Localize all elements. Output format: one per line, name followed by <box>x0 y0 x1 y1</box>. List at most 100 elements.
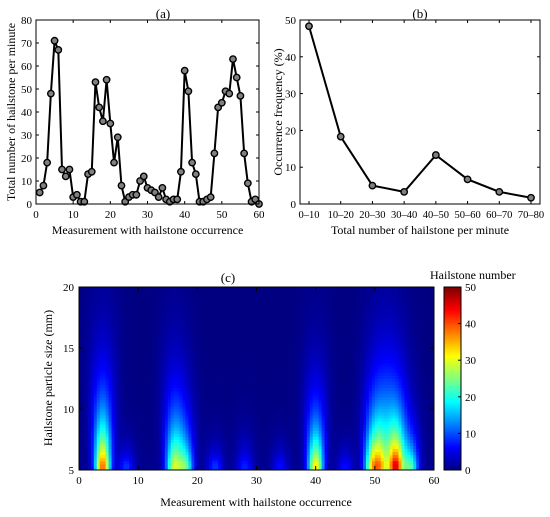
panel-c-heat-cell <box>111 436 115 440</box>
panel-c-heat-cell <box>256 454 260 459</box>
panel-c-heat-cell <box>191 369 195 373</box>
panel-c-heat-cell <box>105 296 109 300</box>
panel-c-heat-cell <box>250 323 254 328</box>
panel-c-heat-cell <box>212 402 216 407</box>
panel-c-heat-cell <box>114 363 118 367</box>
panel-c-heat-cell <box>221 302 225 306</box>
panel-c-heat-cell <box>155 445 160 450</box>
panel-c-heat-cell <box>194 457 198 462</box>
panel-c-heat-cell <box>223 436 228 440</box>
panel-c-heat-cell <box>232 372 237 376</box>
panel-c-heat-cell <box>150 363 154 367</box>
panel-c-heat-cell <box>81 384 86 389</box>
panel-c-heat-cell <box>280 421 284 425</box>
panel-c-heat-cell <box>81 354 86 358</box>
panel-c-heat-cell <box>286 451 290 456</box>
panel-c-heat-cell <box>155 372 160 376</box>
panel-c-heat-cell <box>253 463 257 468</box>
panel-c-heat-cell <box>229 448 234 453</box>
panel-c-heat-cell <box>99 448 104 453</box>
panel-c-heat-cell <box>120 409 124 413</box>
panel-c-heat-cell <box>185 338 189 343</box>
panel-c-heat-cell <box>84 335 89 340</box>
panel-c-heat-cell <box>300 287 305 291</box>
panel-c-heat-cell <box>241 433 246 437</box>
panel-c-heat-cell <box>212 341 216 346</box>
panel-c-heat-cell <box>84 433 89 437</box>
panel-c-heat-cell <box>212 311 216 315</box>
panel-c-heat-cell <box>126 436 130 440</box>
panel-c-heat-cell <box>108 396 112 401</box>
panel-c-heat-cell <box>297 317 302 321</box>
panel-c-heat-cell <box>280 372 284 376</box>
panel-c-heat-cell <box>212 433 216 437</box>
panel-c-heat-cell <box>120 305 124 309</box>
panel-c-heat-cell <box>191 293 195 297</box>
panel-c-heat-cell <box>158 460 163 465</box>
panel-c-heat-cell <box>102 314 107 318</box>
panel-c-heat-cell <box>99 436 104 440</box>
panel-c-heat-cell <box>235 299 240 303</box>
panel-c-heat-cell <box>114 357 118 361</box>
panel-c-heat-cell <box>223 366 228 370</box>
panel-c-heat-cell <box>235 375 240 379</box>
panel-c-heat-cell <box>161 460 166 465</box>
panel-c-heat-cell <box>268 357 272 361</box>
panel-c-heat-cell <box>277 308 281 312</box>
panel-c-heat-cell <box>312 424 317 428</box>
panel-c-heat-cell <box>152 390 157 395</box>
panel-a-point <box>191 170 200 179</box>
panel-c-heat-cell <box>176 314 180 318</box>
panel-c-heat-cell <box>306 329 311 334</box>
panel-c-heat-cell <box>277 427 281 431</box>
panel-c-heat-cell <box>111 445 115 450</box>
panel-c-heat-cell <box>126 399 130 404</box>
panel-c-heat-cell <box>250 415 254 419</box>
panel-c-heat-cell <box>87 457 92 462</box>
panel-b-ytick-label: 10 <box>285 162 297 174</box>
panel-c-heat-cell <box>223 405 228 410</box>
panel-c-heat-cell <box>235 381 240 385</box>
panel-c-heat-cell <box>292 375 296 379</box>
panel-c-heat-cell <box>238 439 243 443</box>
panel-c-heat-cell <box>182 427 186 431</box>
panel-c-heat-cell <box>167 299 172 303</box>
panel-c-heat-cell <box>271 402 275 407</box>
panel-c-heat-cell <box>197 357 201 361</box>
panel-c-heat-cell <box>117 372 121 376</box>
panel-c-heat-cell <box>221 366 225 370</box>
panel-c-heat-cell <box>265 433 269 437</box>
panel-c-heat-cell <box>209 448 213 453</box>
panel-c-heat-cell <box>105 341 109 346</box>
panel-c-heat-cell <box>158 344 163 349</box>
panel-c-heat-cell <box>161 466 166 471</box>
panel-c-heat-cell <box>93 332 98 337</box>
panel-c-heat-cell <box>158 463 163 468</box>
panel-c-heat-cell <box>138 314 142 318</box>
panel-c-heat-cell <box>244 445 249 450</box>
panel-c-heat-cell <box>274 451 278 456</box>
panel-c-heat-cell <box>292 372 296 376</box>
panel-c-heat-cell <box>87 290 92 294</box>
panel-c-heat-cell <box>84 393 89 398</box>
panel-c-heat-cell <box>155 427 160 431</box>
panel-c-heat-cell <box>280 412 284 416</box>
panel-c-heat-cell <box>247 317 251 321</box>
panel-c-heat-cell <box>96 311 101 315</box>
panel-c-heat-cell <box>312 344 317 349</box>
panel-c-heat-cell <box>309 326 314 331</box>
panel-c-heat-cell <box>303 390 308 395</box>
panel-c-heat-cell <box>185 457 189 462</box>
panel-c-heat-cell <box>292 320 296 324</box>
panel-c-heat-cell <box>102 305 107 309</box>
panel-c-heat-cell <box>141 290 145 294</box>
panel-c-heat-cell <box>277 387 281 392</box>
panel-c-heat-cell <box>297 409 302 413</box>
panel-c-heat-cell <box>247 387 251 392</box>
panel-c-heat-cell <box>150 329 154 334</box>
panel-c-heat-cell <box>215 387 219 392</box>
panel-c-heat-cell <box>277 466 281 471</box>
panel-c-heat-cell <box>300 415 305 419</box>
panel-c-heat-cell <box>185 396 189 401</box>
panel-c-heat-cell <box>170 366 175 370</box>
